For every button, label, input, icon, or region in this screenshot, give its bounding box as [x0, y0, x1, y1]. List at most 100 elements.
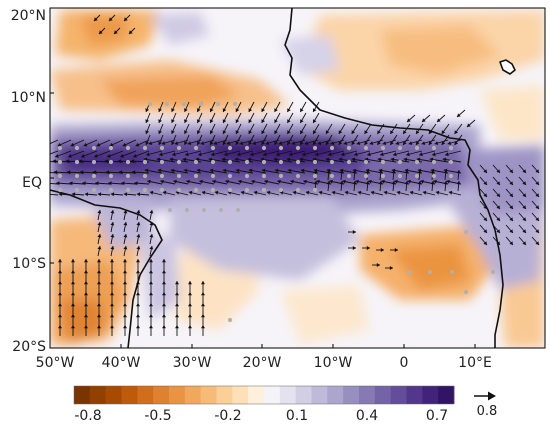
wind-vector-head	[287, 168, 292, 173]
wind-vector-head	[58, 325, 62, 329]
wind-vector-head	[184, 108, 188, 112]
wind-vector-head	[149, 270, 153, 274]
wind-vector-head	[135, 142, 140, 147]
colorbar-swatch	[264, 386, 281, 404]
significance-dot	[125, 159, 131, 165]
wind-vector-head	[522, 229, 526, 233]
wind-vector-head	[107, 154, 111, 158]
correlation-field	[50, 8, 545, 348]
wind-vector-head	[404, 170, 409, 174]
wind-vector-head	[162, 303, 166, 307]
colorbar-swatch	[422, 386, 439, 404]
significance-dot	[159, 173, 165, 179]
wind-vector-head	[420, 179, 424, 184]
wind-vector-head	[251, 179, 255, 184]
significance-dot	[380, 173, 386, 179]
wind-vector-head	[144, 168, 149, 173]
wind-vector-head	[97, 222, 102, 226]
wind-vector-head	[264, 179, 268, 184]
wind-vector-head	[162, 190, 167, 195]
reference-vector: 0.8	[474, 391, 498, 419]
lat-label-20n: 20°N	[11, 8, 46, 24]
colorbar-swatch	[74, 386, 91, 404]
wind-vector-head	[394, 248, 398, 252]
wind-vector-head	[71, 281, 75, 285]
lat-label-10s: 10°S	[12, 256, 46, 272]
wind-vector-head	[496, 205, 500, 209]
wind-vector-head	[209, 168, 214, 173]
significance-dot	[261, 187, 267, 193]
wind-vectors	[45, 14, 540, 336]
wind-vector-head	[325, 130, 330, 134]
wind-vector-head	[265, 141, 270, 145]
significance-dot	[167, 207, 173, 213]
wind-vector-head	[300, 108, 304, 112]
significance-dot	[108, 159, 114, 165]
wind-vector-head	[149, 222, 154, 226]
wind-vector-head	[313, 141, 317, 145]
colorbar-swatch	[374, 386, 392, 404]
significance-dot	[244, 187, 250, 193]
significance-dot	[74, 173, 80, 179]
wind-vector-head	[437, 118, 441, 122]
significance-dot	[448, 159, 454, 165]
wind-vector-head	[483, 229, 487, 233]
wind-vector-head	[448, 190, 453, 195]
wind-vector-head	[496, 193, 500, 197]
wind-vector-head	[188, 292, 192, 296]
wind-vector-head	[65, 159, 69, 164]
wind-vector-head	[171, 130, 175, 134]
wind-vector-head	[162, 314, 166, 318]
wind-vector-head	[428, 130, 433, 134]
wind-vector-head	[303, 179, 307, 184]
wind-vector-head	[136, 303, 140, 307]
significance-dot	[181, 101, 187, 107]
significance-dot	[108, 187, 114, 193]
wind-vector-head	[404, 181, 409, 185]
wind-vector-head	[110, 292, 114, 296]
significance-dots	[57, 101, 496, 323]
wind-vector-head	[58, 303, 62, 307]
wind-vector-head	[286, 157, 291, 162]
significance-dot	[142, 159, 148, 165]
wind-vector-head	[110, 314, 114, 318]
lon-label-30w: 30°W	[173, 355, 212, 371]
wind-vector-head	[136, 314, 140, 318]
wind-vector-head	[159, 152, 163, 157]
wind-vector-head	[239, 141, 244, 145]
wind-vector-head	[211, 152, 215, 157]
significance-dot	[57, 159, 63, 165]
wind-vector-head	[109, 17, 113, 21]
wind-vector-head	[261, 130, 265, 134]
wind-vector-head	[300, 168, 305, 173]
wind-vector-head	[45, 143, 49, 147]
wind-vector-head	[368, 179, 372, 184]
coastline	[50, 8, 516, 348]
wind-vector-head	[94, 154, 98, 158]
wind-vector-head	[201, 190, 206, 195]
wind-vector-head	[447, 141, 452, 145]
wind-vector-head	[248, 141, 253, 145]
wind-vector-head	[222, 130, 227, 134]
wind-vector-head	[110, 234, 115, 238]
wind-vector-head	[457, 113, 461, 117]
wind-vector-head	[287, 119, 291, 123]
wind-vector-head	[277, 179, 281, 184]
wind-vector-head	[278, 141, 283, 145]
significance-dot	[57, 187, 63, 193]
wind-vector-head	[509, 181, 513, 185]
reference-vector-label: 0.8	[477, 404, 498, 419]
significance-dot	[407, 269, 413, 275]
wind-vector-head	[390, 141, 394, 145]
significance-dot	[164, 101, 170, 107]
wind-vector-head	[380, 152, 384, 157]
wind-vector-head	[352, 181, 357, 185]
wind-vector-head	[136, 270, 140, 274]
wind-vector-head	[121, 181, 125, 186]
wind-vector-head	[97, 292, 101, 296]
colorbar-swatch	[343, 386, 360, 404]
lat-label-eq: EQ	[22, 175, 42, 191]
wind-vector-head	[434, 141, 439, 145]
wind-vector-head	[201, 292, 205, 296]
